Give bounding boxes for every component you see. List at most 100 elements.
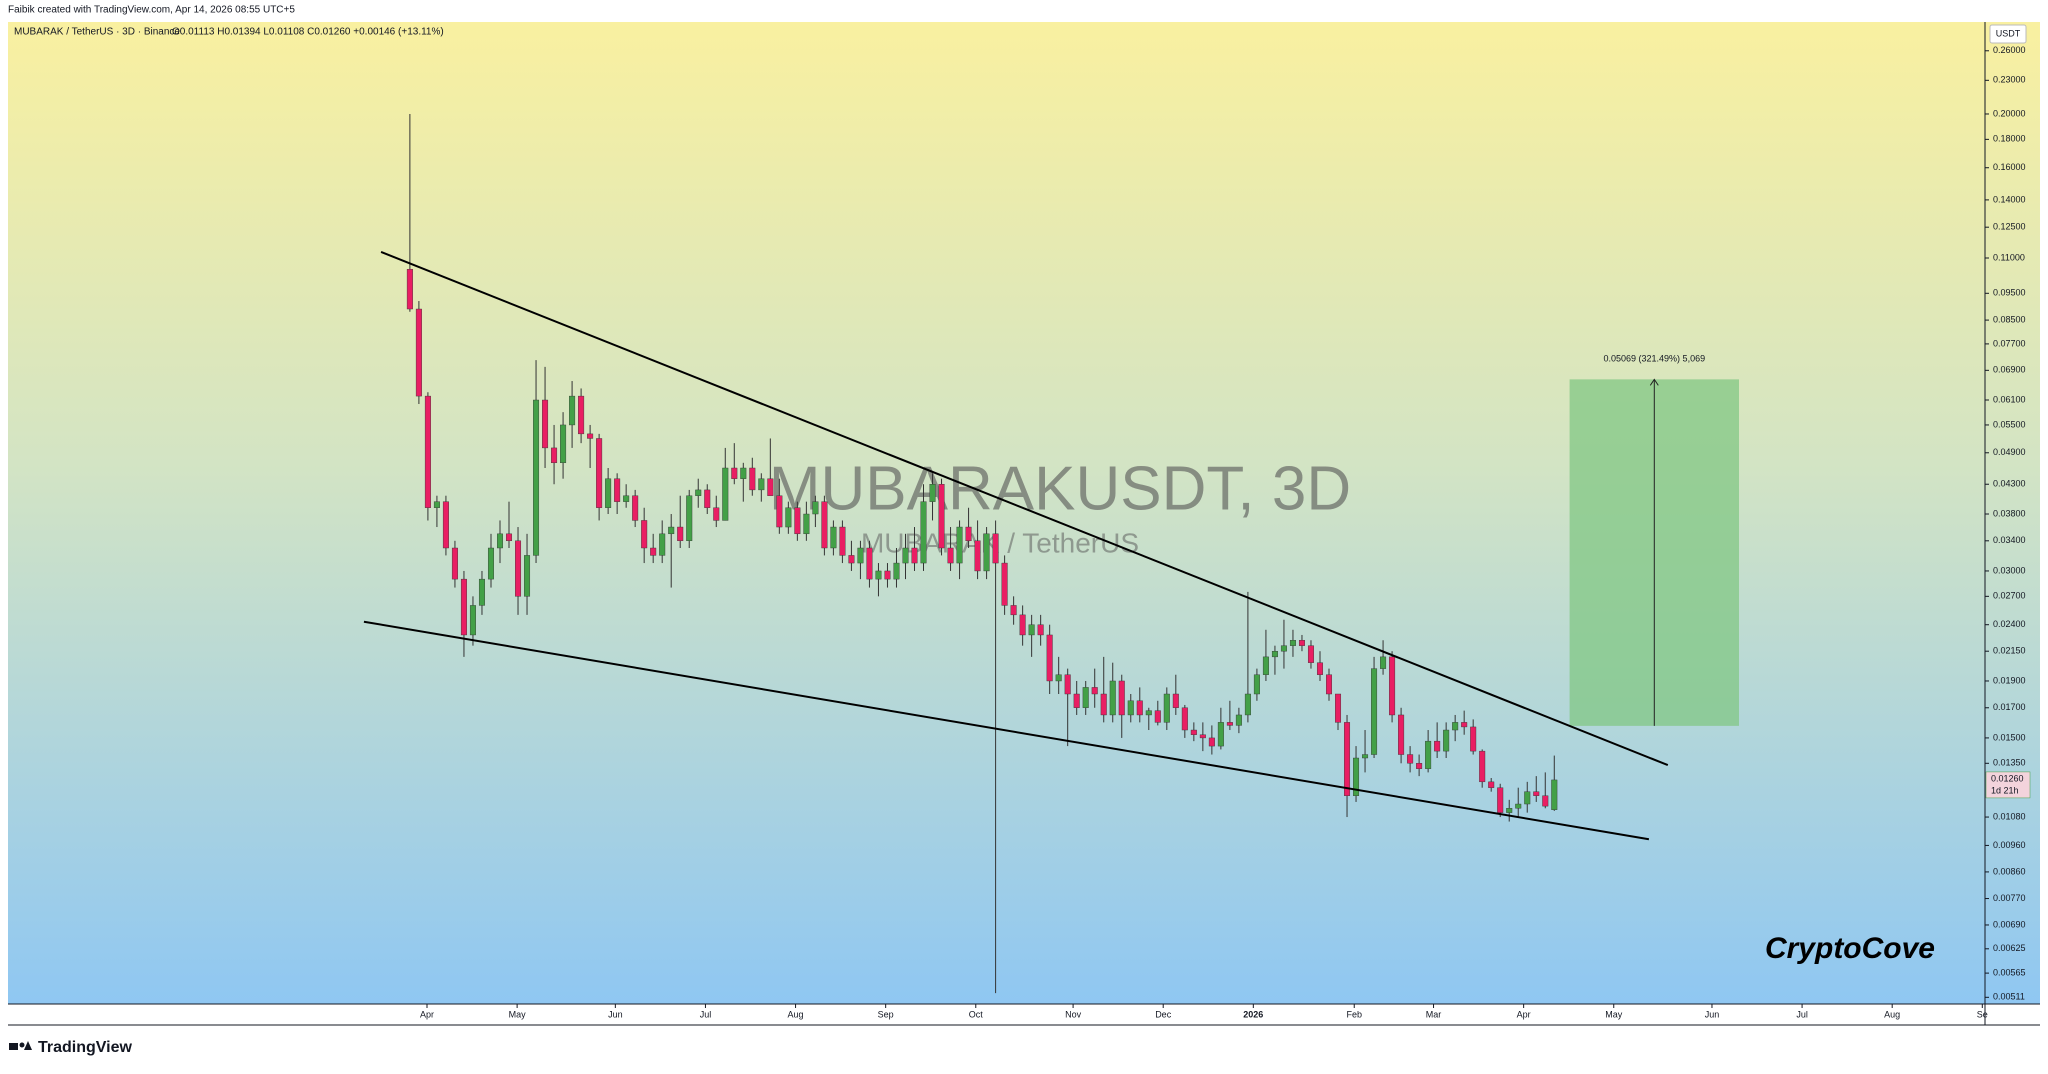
x-tick-label: Apr — [1517, 1009, 1531, 1019]
candle-body — [668, 526, 675, 535]
candle-body — [1118, 680, 1125, 716]
last-price: 0.01260 — [1991, 773, 2024, 783]
candle-body — [1353, 757, 1360, 796]
candle-body — [1163, 693, 1170, 723]
candle-body — [1380, 656, 1387, 669]
candle-body — [812, 501, 819, 515]
y-tick-label: 0.12500 — [1993, 222, 2026, 232]
x-tick-label: May — [1605, 1009, 1623, 1019]
y-tick-label: 0.01900 — [1993, 675, 2026, 685]
last-price-box — [1985, 771, 2031, 799]
candle-body — [1136, 700, 1143, 716]
y-tick-label: 0.23000 — [1993, 75, 2026, 85]
signature: CryptoCove — [1765, 932, 1935, 965]
candle-body — [839, 526, 846, 556]
candle-body — [884, 570, 891, 580]
candle-body — [506, 533, 513, 542]
y-tick-label: 0.04300 — [1993, 479, 2026, 489]
candle-body — [533, 399, 540, 556]
plot: 0.05069 (321.49%) 5,069 — [363, 113, 1740, 994]
candle-body — [686, 495, 693, 542]
candle-body — [1434, 740, 1441, 752]
candle-body — [1010, 605, 1017, 616]
x-tick-label: May — [509, 1009, 527, 1019]
candle-body — [1073, 693, 1080, 708]
candle-body — [1398, 714, 1405, 755]
candle-body — [1082, 687, 1089, 708]
y-tick-label: 0.00690 — [1993, 919, 2026, 929]
candle-body — [938, 484, 945, 549]
y-tick-label: 0.00960 — [1993, 840, 2026, 850]
candle-body — [578, 395, 585, 435]
y-tick-label: 0.06100 — [1993, 394, 2026, 404]
candle-body — [776, 495, 783, 528]
x-tick-label: Apr — [420, 1009, 434, 1019]
candle-body — [1145, 710, 1152, 716]
y-tick-label: 0.00770 — [1993, 893, 2026, 903]
candle-body — [1407, 754, 1414, 764]
candle-body — [740, 467, 747, 479]
candle-body — [1019, 614, 1026, 636]
y-tick-label: 0.00860 — [1993, 866, 2026, 876]
candle-body — [1316, 662, 1323, 675]
candle-body — [1001, 562, 1008, 606]
candle-body — [1064, 674, 1071, 695]
x-tick-label: Aug — [788, 1009, 804, 1019]
candle-body — [947, 547, 954, 564]
y-tick-label: 0.04900 — [1993, 447, 2026, 457]
x-tick-label: Mar — [1426, 1009, 1442, 1019]
candle-body — [794, 507, 801, 535]
x-tick-label: Nov — [1065, 1009, 1082, 1019]
candle-body — [451, 547, 458, 580]
candle-body — [1506, 808, 1513, 813]
candle-body — [478, 578, 485, 606]
candle-body — [956, 526, 963, 564]
candle-body — [713, 507, 720, 521]
candle-body — [920, 501, 927, 564]
candle-body — [542, 399, 549, 449]
y-tick-label: 0.03400 — [1993, 535, 2026, 545]
candle-body — [1326, 674, 1333, 695]
candle-body — [1235, 714, 1242, 726]
x-tick-label: Se — [1977, 1009, 1988, 1019]
y-tick-label: 0.01700 — [1993, 702, 2026, 712]
candle-body — [587, 433, 594, 439]
candle-body — [1452, 722, 1459, 731]
candle-body — [767, 478, 774, 496]
candle-body — [1226, 722, 1233, 726]
candle-body — [1307, 645, 1314, 663]
watermark-title: MUBARAKUSDT, 3D — [769, 454, 1351, 523]
candle-body — [1488, 781, 1495, 788]
y-tick-label: 0.06900 — [1993, 365, 2026, 375]
candle-body — [893, 562, 900, 580]
candle-body — [560, 424, 567, 464]
candle-body — [1515, 803, 1522, 809]
candle-body — [974, 540, 981, 572]
candle-body — [965, 526, 972, 542]
x-tick-label: Sep — [878, 1009, 894, 1019]
candle-body — [731, 467, 738, 479]
candle-body — [1109, 680, 1116, 716]
y-tick-label: 0.26000 — [1993, 45, 2026, 55]
candle-body — [460, 578, 467, 636]
trendline — [363, 620, 1650, 841]
candle-body — [1533, 791, 1540, 796]
y-tick-label: 0.07700 — [1993, 338, 2026, 348]
candle-body — [605, 478, 612, 508]
x-tick-label: Dec — [1155, 1009, 1172, 1019]
candle-body — [929, 484, 936, 502]
x-tick-label: 2026 — [1243, 1009, 1263, 1019]
trendline — [380, 251, 1669, 767]
candle-body — [1443, 729, 1450, 752]
candle-body — [1181, 707, 1188, 731]
candle-body — [1524, 791, 1531, 805]
candle-body — [641, 520, 648, 549]
y-tick-label: 0.01500 — [1993, 732, 2026, 742]
candle-body — [1371, 668, 1378, 755]
y-tick-label: 0.20000 — [1993, 108, 2026, 118]
target-label: 0.05069 (321.49%) 5,069 — [1604, 354, 1706, 364]
candle-body — [487, 547, 494, 580]
candle-body — [1199, 734, 1206, 739]
candle-body — [866, 547, 873, 580]
candle-body — [803, 513, 810, 535]
